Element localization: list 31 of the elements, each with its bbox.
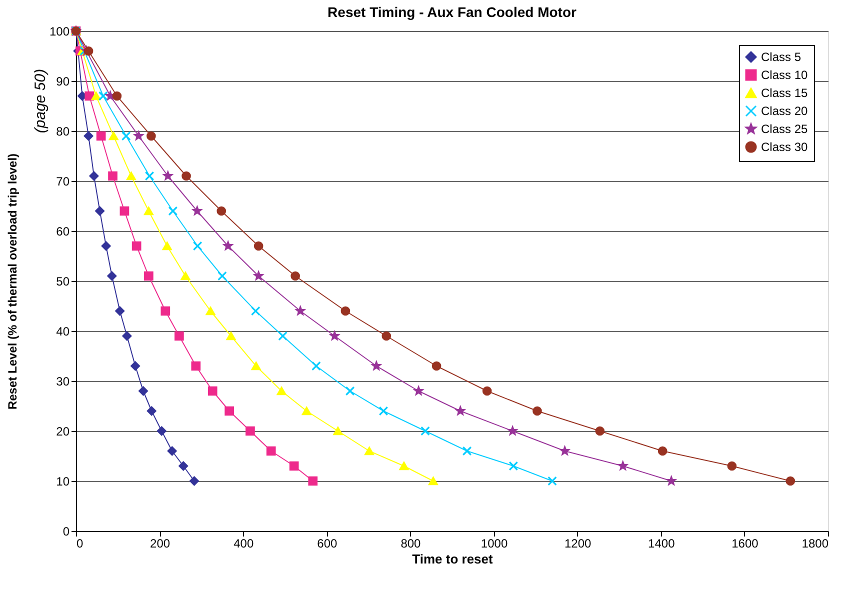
- x-tick-label: 800: [400, 536, 422, 550]
- y-tick-label: 60: [56, 224, 70, 238]
- legend-label: Class 25: [761, 122, 808, 136]
- y-tick-label: 50: [56, 274, 70, 288]
- y-tick-label: 100: [49, 24, 70, 38]
- x-tick-label: 1400: [648, 536, 676, 550]
- x-tick-label: 400: [234, 536, 254, 550]
- x-tick-label: 1600: [732, 536, 759, 550]
- y-tick-label: 20: [56, 424, 70, 438]
- x-tick-label: 0: [76, 536, 84, 550]
- x-axis-title: Time to reset: [412, 552, 494, 566]
- x-tick-label: 1000: [480, 536, 508, 550]
- y-tick-label: 90: [56, 74, 70, 88]
- legend-label: Class 15: [761, 86, 808, 100]
- y-tick-label: 10: [56, 474, 70, 488]
- legend-label: Class 30: [761, 140, 808, 154]
- x-tick-label: 600: [317, 536, 338, 550]
- y-axis-title: Reset Level (% of thermal overload trip level): [5, 153, 20, 410]
- chart-title: Reset Timing - Aux Fan Cooled Motor: [328, 4, 577, 20]
- x-tick-label: 200: [150, 536, 170, 550]
- text: (page 50): [32, 68, 49, 134]
- x-tick-label: 1800: [802, 536, 829, 550]
- y-tick-label: 30: [56, 374, 70, 388]
- y-tick-label: 70: [56, 174, 70, 188]
- x-tick-label: 1200: [564, 536, 592, 550]
- legend-label: Class 20: [761, 104, 808, 118]
- legend-label: Class 5: [761, 50, 802, 64]
- y-tick-label: 80: [56, 124, 70, 138]
- legend-label: Class 10: [761, 68, 808, 82]
- y-tick-label: 40: [56, 324, 70, 338]
- y-tick-label: 0: [62, 524, 70, 538]
